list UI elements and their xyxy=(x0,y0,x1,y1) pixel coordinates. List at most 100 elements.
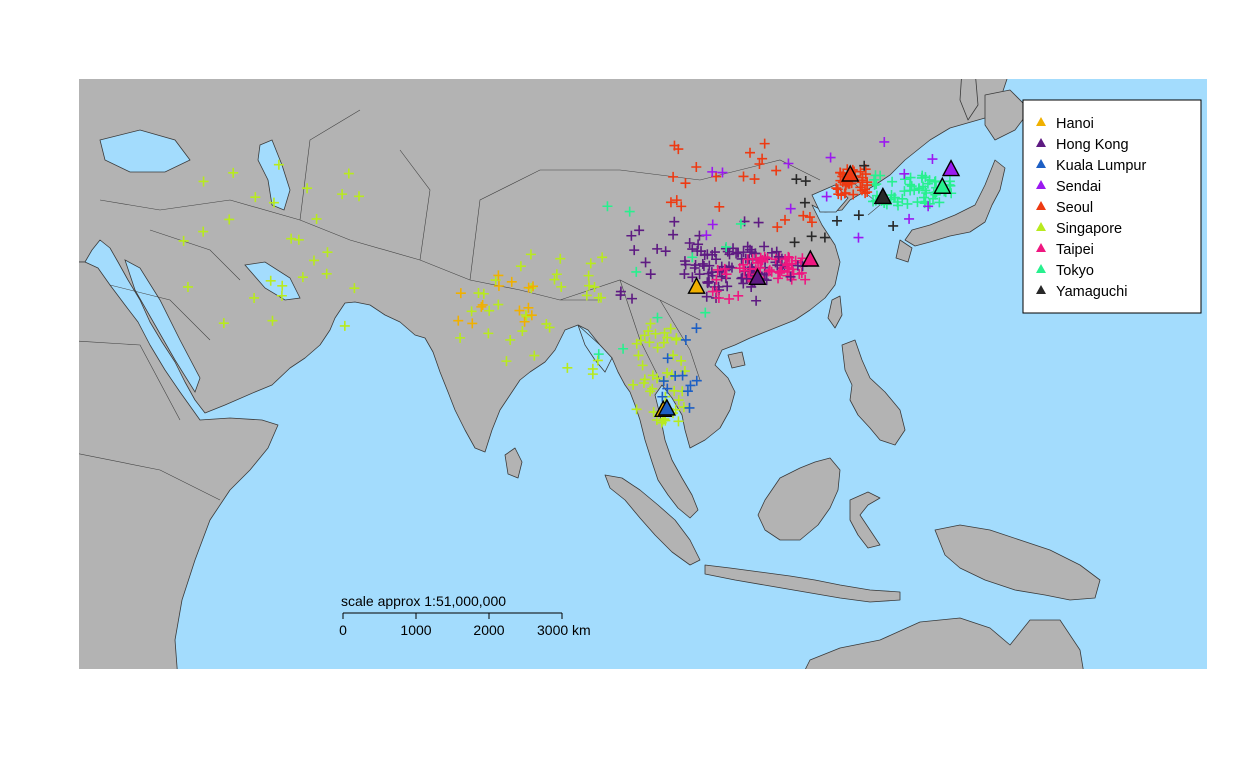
cross-marker-seoul xyxy=(749,174,760,185)
cross-marker-kuala-lumpur xyxy=(657,391,668,402)
cross-marker-hanoi xyxy=(493,280,504,291)
cross-marker-taipei xyxy=(763,266,774,277)
cross-marker-singapore xyxy=(671,333,682,344)
cross-marker-singapore xyxy=(585,258,596,269)
java xyxy=(704,564,901,603)
cross-marker-singapore xyxy=(265,275,276,286)
cross-marker-singapore xyxy=(178,235,189,246)
city-marker-hong-kong xyxy=(748,267,767,286)
sakhalin xyxy=(959,79,979,121)
cross-marker-hong-kong xyxy=(716,271,727,282)
cross-marker-seoul xyxy=(671,195,682,206)
cross-marker-hong-kong xyxy=(697,258,708,269)
cross-marker-tokyo xyxy=(892,200,903,211)
cross-marker-singapore xyxy=(583,270,594,281)
legend-swatch-yamaguchi xyxy=(1036,285,1046,294)
city-marker-kuala-lumpur xyxy=(657,398,676,416)
caspian-sea xyxy=(257,139,291,211)
cross-marker-hanoi xyxy=(519,316,530,327)
cross-marker-hong-kong xyxy=(627,293,638,304)
cross-marker-tokyo xyxy=(889,192,900,203)
cross-marker-hong-kong xyxy=(687,272,698,283)
cross-marker-seoul xyxy=(832,184,843,195)
cross-marker-singapore xyxy=(349,283,360,294)
cross-marker-tokyo xyxy=(624,206,635,217)
cross-marker-singapore xyxy=(267,315,278,326)
cross-marker-kuala-lumpur xyxy=(662,353,673,364)
new-guinea xyxy=(934,524,1101,601)
cross-marker-singapore xyxy=(493,299,504,310)
cross-marker-yamaguchi xyxy=(799,197,810,208)
cross-marker-sendai xyxy=(927,154,938,165)
cross-marker-taipei xyxy=(773,273,784,284)
cross-marker-taipei xyxy=(790,255,801,266)
city-marker-tokyo xyxy=(933,176,952,194)
cross-marker-yamaguchi xyxy=(800,176,811,187)
hainan xyxy=(727,351,746,369)
legend-swatch-singapore xyxy=(1036,222,1046,231)
cross-marker-taipei xyxy=(784,252,795,263)
cross-marker-hong-kong xyxy=(722,281,733,292)
cross-marker-singapore xyxy=(650,328,661,339)
cross-marker-hong-kong xyxy=(738,247,749,258)
cross-marker-hong-kong xyxy=(703,268,714,279)
cross-marker-hong-kong xyxy=(741,273,752,284)
cross-marker-singapore xyxy=(657,415,668,426)
legend-swatch-hong-kong xyxy=(1036,138,1046,147)
red-sea xyxy=(124,259,201,393)
cross-marker-tokyo xyxy=(909,185,920,196)
cross-marker-yamaguchi xyxy=(791,174,802,185)
cross-marker-hong-kong xyxy=(753,217,764,228)
cross-marker-seoul xyxy=(668,171,679,182)
cross-marker-hanoi xyxy=(506,276,517,287)
cross-marker-singapore xyxy=(302,183,313,194)
legend-swatch-seoul xyxy=(1036,201,1046,210)
city-marker-hanoi xyxy=(687,276,706,294)
scale-label-1000: 1000 xyxy=(400,622,431,638)
cross-marker-taipei xyxy=(751,253,762,264)
cross-marker-tokyo xyxy=(917,170,928,181)
cross-marker-singapore xyxy=(308,255,319,266)
cross-marker-singapore xyxy=(529,350,540,361)
cross-marker-seoul xyxy=(835,167,846,178)
legend-swatch-sendai xyxy=(1036,180,1046,189)
cross-marker-singapore xyxy=(297,272,308,283)
australia xyxy=(805,617,1084,669)
cross-marker-singapore xyxy=(644,337,655,348)
cross-marker-tokyo xyxy=(899,186,910,197)
cross-marker-singapore xyxy=(673,416,684,427)
cross-marker-seoul xyxy=(860,184,871,195)
cross-marker-sendai xyxy=(853,232,864,243)
cross-marker-singapore xyxy=(353,191,364,202)
cross-marker-taipei xyxy=(764,265,775,276)
cross-marker-singapore xyxy=(293,234,304,245)
cross-marker-singapore xyxy=(633,350,644,361)
cross-marker-tokyo xyxy=(869,174,880,185)
cross-marker-singapore xyxy=(198,176,209,187)
cross-marker-singapore xyxy=(198,226,209,237)
cross-marker-sendai xyxy=(923,201,934,212)
cross-marker-seoul xyxy=(806,217,817,228)
cross-marker-seoul xyxy=(848,189,859,200)
cross-marker-seoul xyxy=(754,158,765,169)
cross-marker-seoul xyxy=(780,214,791,225)
cross-marker-taipei xyxy=(721,269,732,280)
cross-marker-hong-kong xyxy=(690,260,701,271)
cross-marker-hanoi xyxy=(455,288,466,299)
cross-marker-kuala-lumpur xyxy=(682,386,693,397)
cross-marker-singapore xyxy=(549,274,560,285)
cross-marker-hong-kong xyxy=(634,225,645,236)
cross-marker-singapore xyxy=(581,290,592,301)
cross-marker-yamaguchi xyxy=(819,232,830,243)
cross-marker-seoul xyxy=(691,162,702,173)
cross-marker-taipei xyxy=(711,274,722,285)
cross-marker-hong-kong xyxy=(724,249,735,260)
cross-marker-singapore xyxy=(517,326,528,337)
cross-marker-hong-kong xyxy=(615,290,626,301)
cross-marker-taipei xyxy=(734,263,745,274)
cross-marker-tokyo xyxy=(929,176,940,187)
cross-marker-sendai xyxy=(879,136,890,147)
cross-marker-singapore xyxy=(218,318,229,329)
scale-label-0: 0 xyxy=(339,622,347,638)
cross-marker-seoul xyxy=(759,138,770,149)
